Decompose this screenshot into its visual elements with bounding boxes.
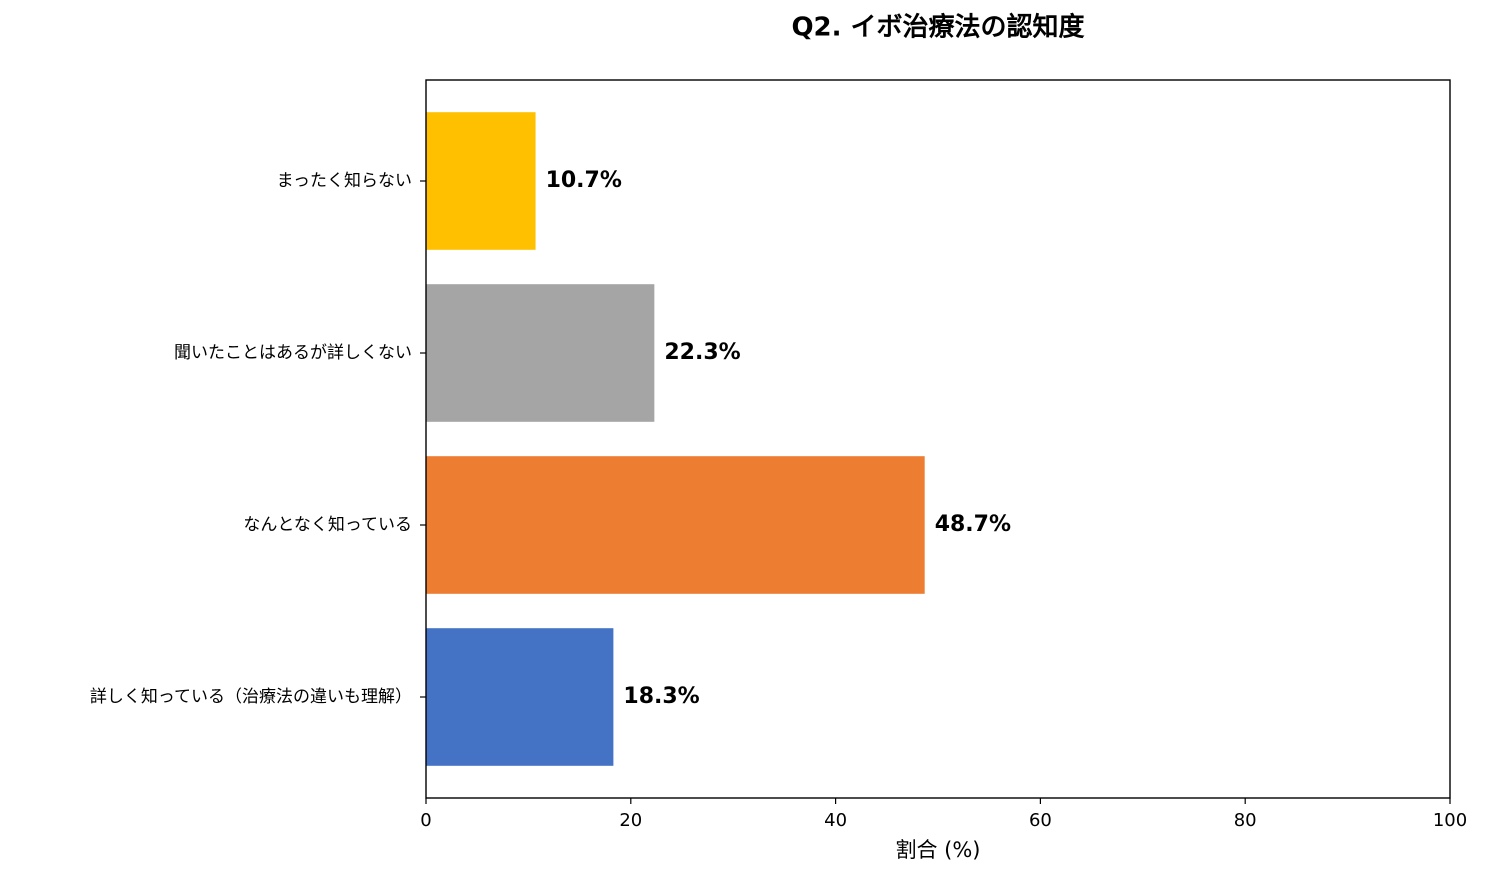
x-tick-label: 20 xyxy=(619,810,642,831)
bar xyxy=(426,628,614,766)
value-label: 18.3% xyxy=(623,684,699,709)
x-axis-label: 割合 (%) xyxy=(895,838,980,862)
value-label: 48.7% xyxy=(935,512,1011,537)
y-tick-label: なんとなく知っている xyxy=(243,515,412,535)
x-tick-label: 40 xyxy=(824,810,847,831)
bar xyxy=(426,112,536,250)
value-label: 22.3% xyxy=(664,340,740,365)
bar xyxy=(426,284,655,422)
y-tick-label: 聞いたことはあるが詳しくない xyxy=(174,343,412,363)
x-tick-label: 100 xyxy=(1433,810,1467,831)
x-tick-label: 0 xyxy=(420,810,431,831)
y-tick-label: まったく知らない xyxy=(277,171,412,191)
x-tick-label: 80 xyxy=(1234,810,1257,831)
chart-title: Q2. イボ治療法の認知度 xyxy=(791,12,1084,43)
bar xyxy=(426,456,925,594)
y-tick-label: 詳しく知っている（治療法の違いも理解） xyxy=(90,687,412,707)
x-tick-label: 60 xyxy=(1029,810,1052,831)
value-label: 10.7% xyxy=(546,168,622,193)
plot-frame xyxy=(425,79,1451,799)
